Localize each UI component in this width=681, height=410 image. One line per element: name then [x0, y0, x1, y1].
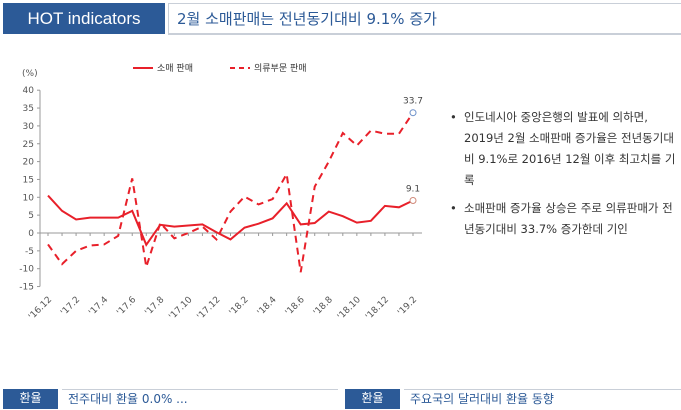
legend-label: 의류부문 판매	[254, 63, 307, 74]
x-tick-label: '18.8	[312, 295, 335, 318]
x-tick-label: '17.2	[59, 295, 82, 318]
y-tick-label: 35	[23, 104, 34, 114]
page-title: 2월 소매판매는 전년동기대비 9.1% 증가	[168, 3, 681, 35]
x-tick-label: '16.12	[27, 295, 54, 322]
x-tick-label: '18.2	[228, 295, 251, 318]
x-tick-label: '17.8	[143, 295, 166, 318]
y-tick-label: 40	[23, 86, 35, 96]
y-tick-label: -10	[19, 265, 34, 275]
legend-label: 소매 판매	[157, 63, 193, 74]
bullet-item: 소매판매 증가율 상승은 주로 의류판매가 전년동기대비 33.7% 증가한데 …	[450, 198, 678, 240]
y-tick-label: 25	[23, 140, 34, 150]
y-tick-label: 10	[23, 193, 35, 203]
x-tick-label: '17.12	[196, 295, 223, 322]
y-tick-label: 0	[28, 229, 34, 239]
series-line-retail	[47, 194, 414, 247]
bottom-badge-2: 환율	[345, 389, 400, 409]
bottom-badge-1: 환율	[3, 389, 58, 409]
series-line-clothing	[47, 112, 414, 273]
x-tick-label: '19.2	[396, 295, 419, 318]
y-tick-label: 20	[23, 158, 35, 168]
x-tick-label: '17.6	[115, 295, 138, 318]
data-label: 33.7	[403, 97, 423, 107]
y-tick-label: 5	[28, 211, 34, 221]
hot-indicators-badge: HOT indicators	[3, 3, 165, 34]
y-tick-label: -15	[19, 283, 34, 293]
x-tick-label: '18.6	[284, 295, 307, 318]
y-tick-label: 15	[23, 175, 34, 185]
x-tick-label: '18.10	[336, 295, 363, 322]
x-tick-label: '18.4	[256, 295, 279, 318]
x-tick-label: '17.4	[87, 295, 110, 318]
bullet-item: 인도네시아 중앙은행의 발표에 의하면, 2019년 2월 소매판매 증가율은 …	[450, 107, 678, 191]
x-tick-label: '18.12	[364, 295, 391, 322]
summary-bullets: 인도네시아 중앙은행의 발표에 의하면, 2019년 2월 소매판매 증가율은 …	[450, 107, 678, 247]
line-chart: (%)-15-10-50510152025303540'16.12'17.2'1…	[19, 63, 423, 322]
x-tick-label: '17.10	[167, 295, 194, 322]
y-axis-label: (%)	[22, 69, 38, 79]
data-label: 9.1	[406, 185, 420, 195]
end-point-marker	[409, 109, 417, 117]
end-point-marker	[409, 197, 417, 205]
y-tick-label: -5	[25, 247, 34, 257]
y-tick-label: 30	[23, 122, 35, 132]
